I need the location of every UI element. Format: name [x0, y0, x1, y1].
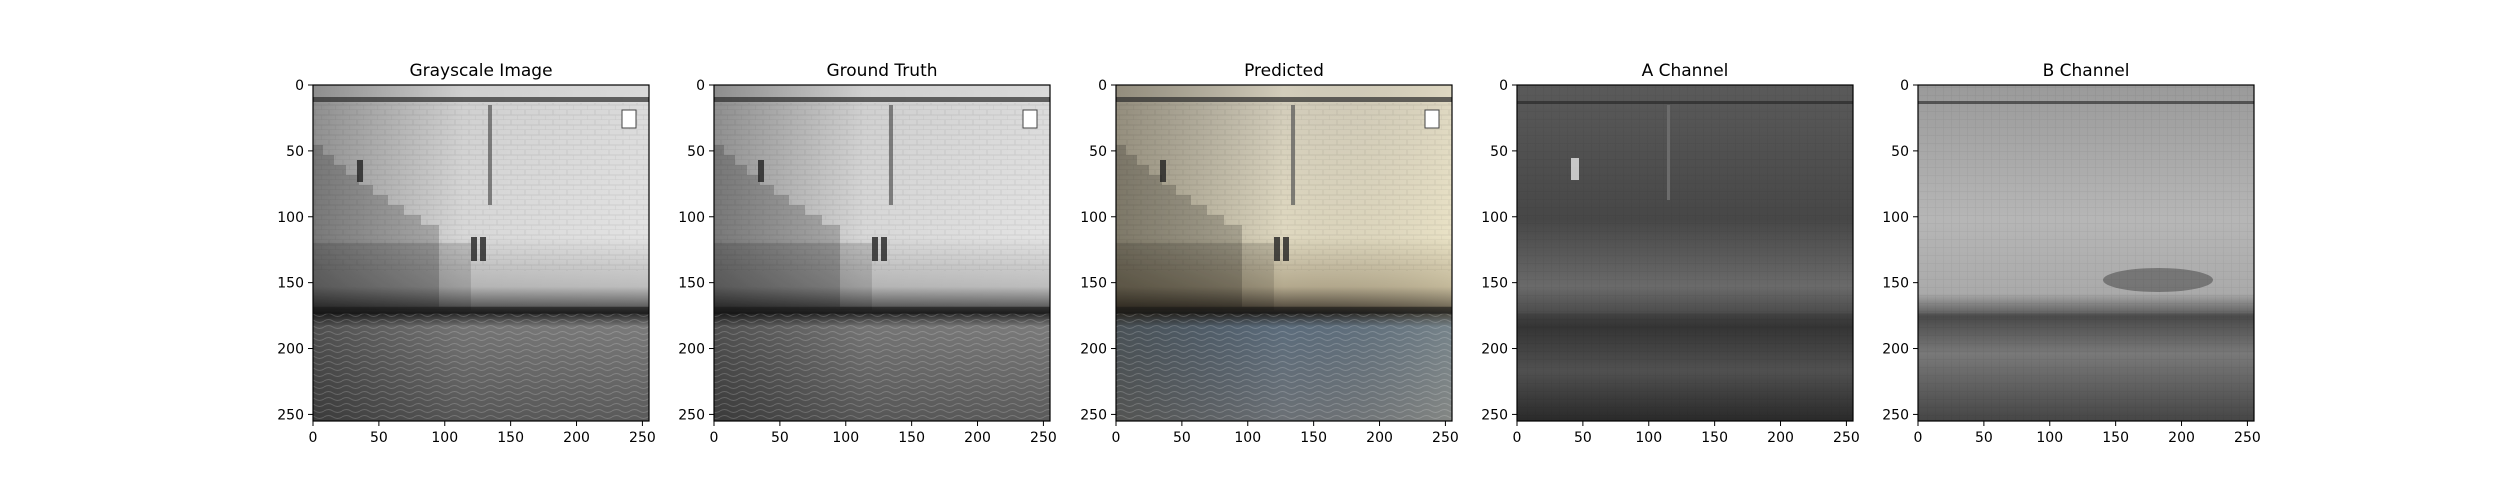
x-tick-label: 200	[2168, 430, 2195, 446]
y-tick-label: 50	[687, 144, 705, 160]
y-tick-label: 100	[678, 210, 705, 226]
y-tick-label: 0	[1900, 78, 1909, 94]
b-channel-panel: B Channel 0 50 100 150 200 250 0 50 100 150 200 250	[1882, 61, 2261, 446]
a-channel-axes-frame	[1516, 84, 1854, 422]
x-tick-label: 250	[629, 430, 656, 446]
y-tick-label: 100	[1481, 210, 1508, 226]
a-channel-heatmap	[1517, 85, 1853, 421]
x-tick-label: 200	[1767, 430, 1794, 446]
y-tick-label: 50	[286, 144, 304, 160]
y-tick-label: 0	[1098, 78, 1107, 94]
x-tick-label: 100	[1234, 430, 1261, 446]
y-tick-label: 0	[1499, 78, 1508, 94]
y-tick-label: 100	[1080, 210, 1107, 226]
x-tick-label: 150	[497, 430, 524, 446]
y-tick-label: 0	[295, 78, 304, 94]
b-channel-axes-frame	[1917, 84, 2255, 422]
grayscale-image-heatmap	[313, 85, 649, 421]
x-tick-label: 0	[309, 430, 318, 446]
y-tick-label: 150	[678, 276, 705, 292]
x-tick-label: 0	[710, 430, 719, 446]
x-tick-label: 250	[2234, 430, 2261, 446]
y-tick-label: 250	[1481, 407, 1508, 423]
ground-truth-title: Ground Truth	[826, 61, 937, 81]
x-tick-label: 0	[1112, 430, 1121, 446]
y-tick-label: 200	[1882, 342, 1909, 358]
predicted-title: Predicted	[1244, 61, 1324, 81]
x-tick-label: 50	[370, 430, 388, 446]
ground-truth-panel: Ground Truth 0 50 100 150 200 250 0 50 100 150 200 2…	[678, 61, 1057, 446]
y-tick-label: 50	[1891, 144, 1909, 160]
ground-truth-heatmap	[714, 85, 1050, 421]
predicted-axes-frame	[1115, 84, 1453, 422]
x-tick-label: 50	[1173, 430, 1191, 446]
y-tick-label: 150	[1080, 276, 1107, 292]
y-tick-label: 150	[277, 276, 304, 292]
y-tick-label: 250	[1080, 407, 1107, 423]
x-tick-label: 100	[1635, 430, 1662, 446]
ground-truth-axes-frame	[713, 84, 1051, 422]
y-tick-label: 150	[1882, 276, 1909, 292]
y-tick-label: 150	[1481, 276, 1508, 292]
predicted-heatmap	[1116, 85, 1452, 421]
grayscale-image-title: Grayscale Image	[409, 61, 552, 81]
x-tick-label: 250	[1030, 430, 1057, 446]
y-tick-label: 200	[678, 342, 705, 358]
x-tick-label: 200	[563, 430, 590, 446]
x-tick-label: 150	[2102, 430, 2129, 446]
y-tick-label: 0	[696, 78, 705, 94]
b-channel-title: B Channel	[2043, 61, 2130, 81]
x-tick-label: 250	[1833, 430, 1860, 446]
x-tick-label: 50	[1975, 430, 1993, 446]
y-tick-label: 250	[678, 407, 705, 423]
y-tick-label: 100	[277, 210, 304, 226]
x-tick-label: 200	[1366, 430, 1393, 446]
y-tick-label: 100	[1882, 210, 1909, 226]
x-tick-label: 100	[2036, 430, 2063, 446]
x-tick-label: 250	[1432, 430, 1459, 446]
x-tick-label: 0	[1513, 430, 1522, 446]
x-tick-label: 50	[771, 430, 789, 446]
x-tick-label: 150	[1300, 430, 1327, 446]
grayscale-image-axes-frame	[312, 84, 650, 422]
a-channel-title: A Channel	[1642, 61, 1729, 81]
a-channel-panel: A Channel 0 50 100 150 200 250 0 50 100 150 200 250	[1481, 61, 1860, 446]
y-tick-label: 50	[1490, 144, 1508, 160]
y-tick-label: 200	[1080, 342, 1107, 358]
predicted-panel: Predicted 0 50 100 150 200 250 0 50 100 150 200 250	[1080, 61, 1459, 446]
grayscale-image-panel: Grayscale Image 0 50 100 150 200 250 0 50 100 150 2…	[277, 61, 656, 446]
x-tick-label: 150	[898, 430, 925, 446]
y-tick-label: 200	[277, 342, 304, 358]
x-tick-label: 100	[431, 430, 458, 446]
y-tick-label: 250	[277, 407, 304, 423]
x-tick-label: 150	[1701, 430, 1728, 446]
y-tick-label: 200	[1481, 342, 1508, 358]
b-channel-heatmap	[1918, 85, 2254, 421]
x-tick-label: 200	[964, 430, 991, 446]
y-tick-label: 50	[1089, 144, 1107, 160]
x-tick-label: 0	[1914, 430, 1923, 446]
x-tick-label: 50	[1574, 430, 1592, 446]
x-tick-label: 100	[832, 430, 859, 446]
y-tick-label: 250	[1882, 407, 1909, 423]
